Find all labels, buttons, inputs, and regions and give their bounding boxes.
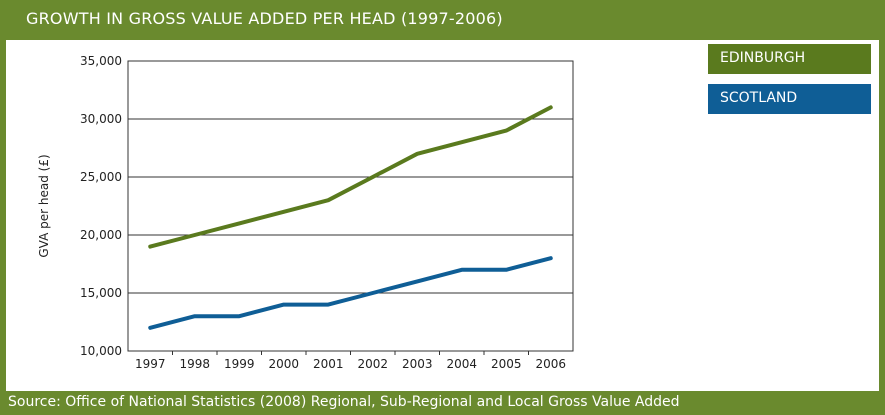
y-tick-label: 10,000: [80, 344, 122, 358]
x-tick-label: 2003: [402, 357, 433, 371]
x-tick-label: 2000: [268, 357, 299, 371]
x-tick-label: 2006: [535, 357, 566, 371]
x-tick-label: 2004: [446, 357, 477, 371]
y-tick-label: 35,000: [80, 54, 122, 68]
y-axis-label: GVA per head (£): [37, 154, 51, 257]
series-lines: [148, 105, 553, 330]
grid-lines: [128, 60, 573, 355]
y-tick-labels: 10,000 15,000 20,000 25,000 30,000 35,000: [80, 54, 122, 358]
source-note: Source: Office of National Statistics (2…: [8, 394, 680, 410]
y-tick-label: 15,000: [80, 286, 122, 300]
legend-item-scotland: SCOTLAND: [708, 84, 871, 114]
title-bar: GROWTH IN GROSS VALUE ADDED PER HEAD (19…: [0, 0, 885, 40]
footer-bar: Source: Office of National Statistics (2…: [0, 391, 885, 415]
y-tick-label: 25,000: [80, 170, 122, 184]
x-tick-label: 2001: [313, 357, 344, 371]
y-tick-label: 20,000: [80, 228, 122, 242]
x-tick-label: 1997: [135, 357, 166, 371]
right-border: [879, 40, 885, 391]
chart-title: GROWTH IN GROSS VALUE ADDED PER HEAD (19…: [26, 9, 503, 28]
legend-item-edinburgh: EDINBURGH: [708, 44, 871, 74]
x-tick-label: 2005: [491, 357, 522, 371]
series-line-edinburgh: [148, 105, 553, 249]
plot-area: [127, 60, 574, 352]
y-tick-label: 30,000: [80, 112, 122, 126]
series-line-scotland: [148, 256, 553, 330]
x-tick-label: 2002: [357, 357, 388, 371]
left-border: [0, 40, 6, 391]
x-tick-label: 1998: [179, 357, 210, 371]
x-tick-labels: 1997 1998 1999 2000 2001 2002 2003 2004 2005 2006: [135, 357, 566, 371]
x-tick-label: 1999: [224, 357, 255, 371]
